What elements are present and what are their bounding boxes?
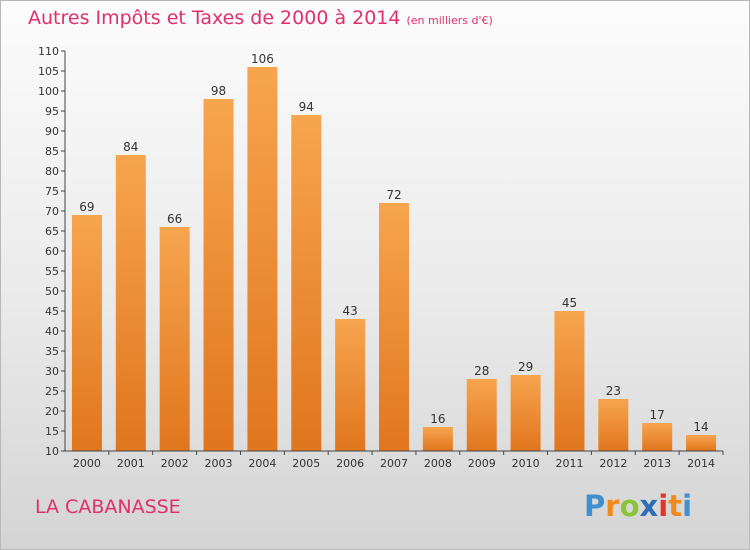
chart-unit-label: (en milliers d'€): [406, 14, 493, 27]
y-tick-label: 35: [45, 345, 59, 358]
logo-letter: t: [668, 489, 683, 523]
y-tick-label: 10: [45, 445, 59, 458]
bars: 69 84 66 98 106 94 43 72 16 28 29 45 23 17 14: [71, 52, 717, 451]
x-tick-label: 2010: [512, 457, 540, 470]
y-tick-label: 100: [38, 85, 59, 98]
y-axis: 10 15 20 25 30 35 40 45 50 55 60 65 70 75 80 85 90 95 100 1…: [38, 45, 66, 458]
bar: [291, 115, 322, 451]
logo-letter: o: [619, 489, 640, 523]
y-tick-label: 70: [45, 205, 59, 218]
bar-value-label: 45: [562, 296, 577, 310]
bar: [335, 319, 366, 451]
logo-letter: i: [658, 489, 669, 523]
x-tick-label: 2011: [555, 457, 583, 470]
bar-value-label: 14: [693, 420, 708, 434]
y-tick-label: 20: [45, 405, 59, 418]
y-tick-label: 40: [45, 325, 59, 338]
bar-value-label: 29: [518, 360, 533, 374]
bar-value-label: 106: [251, 52, 274, 66]
x-tick-label: 2004: [248, 457, 276, 470]
bar: [466, 379, 497, 451]
bar: [71, 215, 102, 451]
y-tick-label: 95: [45, 105, 59, 118]
x-axis: 2000 2001 2002 2003 2004 2005 2006 2007 2008 2009…: [65, 450, 724, 470]
logo-letter: x: [639, 489, 659, 523]
x-tick-label: 2003: [205, 457, 233, 470]
bar-value-label: 84: [123, 140, 138, 154]
bar-value-label: 94: [299, 100, 314, 114]
city-label: LA CABANASSE: [35, 496, 181, 518]
bar: [598, 399, 629, 451]
y-tick-label: 55: [45, 265, 59, 278]
y-tick-label: 85: [45, 145, 59, 158]
y-tick-label: 25: [45, 385, 59, 398]
logo-letter: i: [682, 489, 693, 523]
y-tick-label: 15: [45, 425, 59, 438]
bar: [247, 67, 278, 451]
y-tick-label: 65: [45, 225, 59, 238]
bar: [422, 427, 453, 451]
y-tick-label: 75: [45, 185, 59, 198]
chart-title: Autres Impôts et Taxes de 2000 à 2014 (en…: [28, 7, 493, 29]
bar: [115, 155, 146, 451]
y-tick-label: 60: [45, 245, 59, 258]
x-tick-label: 2012: [599, 457, 627, 470]
logo-letter: P: [584, 489, 606, 523]
y-tick-label: 110: [38, 45, 59, 58]
x-tick-label: 2000: [73, 457, 101, 470]
y-tick-label: 105: [38, 65, 59, 78]
y-tick-label: 45: [45, 305, 59, 318]
x-tick-label: 2014: [687, 457, 715, 470]
bar-value-label: 66: [167, 212, 182, 226]
bar-value-label: 16: [430, 412, 445, 426]
y-tick-label: 50: [45, 285, 59, 298]
x-tick-label: 2006: [336, 457, 364, 470]
y-tick-label: 30: [45, 365, 59, 378]
chart-title-text: Autres Impôts et Taxes de 2000 à 2014: [28, 7, 401, 29]
bar: [379, 203, 409, 451]
bar-value-label: 72: [386, 188, 401, 202]
bar-value-label: 98: [211, 84, 226, 98]
x-tick-label: 2008: [424, 457, 452, 470]
bar: [203, 99, 234, 451]
x-tick-label: 2005: [292, 457, 320, 470]
x-tick-label: 2001: [117, 457, 145, 470]
x-tick-label: 2013: [643, 457, 671, 470]
bar-value-label: 28: [474, 364, 489, 378]
bar: [554, 311, 585, 451]
proxiti-logo: Proxiti: [584, 489, 692, 523]
bar-value-label: 23: [606, 384, 621, 398]
bar-value-label: 17: [650, 408, 665, 422]
x-tick-label: 2002: [161, 457, 189, 470]
x-tick-label: 2007: [380, 457, 408, 470]
bar-value-label: 69: [79, 200, 94, 214]
bar: [686, 435, 717, 451]
bar: [159, 227, 190, 451]
x-tick-label: 2009: [468, 457, 496, 470]
bar: [510, 375, 541, 451]
bar-value-label: 43: [342, 304, 357, 318]
y-tick-label: 80: [45, 165, 59, 178]
bar: [642, 423, 673, 451]
y-tick-label: 90: [45, 125, 59, 138]
logo-letter: r: [605, 489, 620, 523]
